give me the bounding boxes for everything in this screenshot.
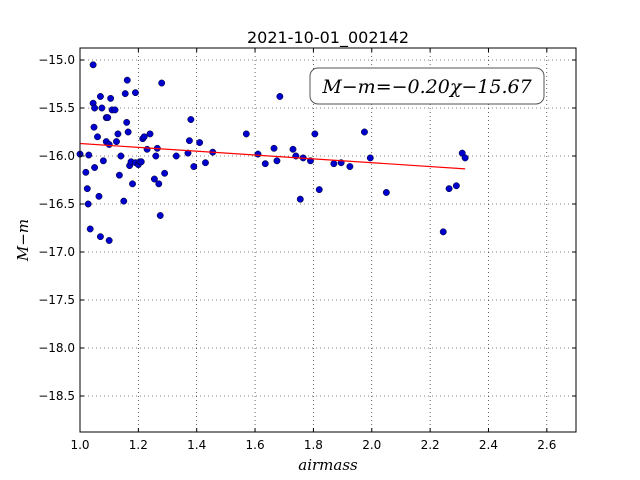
data-point: [90, 123, 98, 131]
data-point: [124, 128, 132, 136]
data-point: [452, 182, 460, 190]
data-point: [242, 130, 250, 138]
data-point: [190, 163, 198, 171]
y-tick-label: −18.0: [38, 341, 75, 355]
y-tick-label: −16.0: [38, 149, 75, 163]
x-tick-label: 2.2: [421, 438, 440, 452]
data-point: [184, 149, 192, 157]
data-point: [95, 192, 103, 200]
fit-equation: M−m=−0.20χ−15.67: [321, 76, 532, 98]
data-point: [91, 104, 99, 112]
grid: [79, 48, 576, 432]
data-point: [143, 145, 151, 153]
x-tick-label: 1.6: [246, 438, 265, 452]
x-tick-label: 1.8: [304, 438, 323, 452]
data-point: [273, 157, 281, 165]
data-point: [96, 93, 104, 100]
data-point: [86, 225, 94, 233]
data-point: [202, 159, 209, 167]
data-point: [445, 185, 453, 193]
data-point: [146, 130, 154, 138]
annotation-box: M−m=−0.20χ−15.67: [309, 67, 545, 105]
data-point: [117, 152, 125, 160]
y-tick-label: −16.5: [38, 197, 75, 211]
x-tick-label: 2.4: [479, 438, 498, 452]
plot-area: [80, 48, 576, 432]
x-tick-label: 2.0: [362, 438, 381, 452]
data-point: [113, 138, 120, 146]
data-point: [82, 168, 90, 176]
data-point: [261, 160, 269, 168]
y-tick-label: −17.5: [38, 293, 75, 307]
data-point: [107, 94, 115, 102]
data-point: [439, 228, 447, 236]
data-point: [121, 90, 129, 98]
data-point: [161, 169, 169, 177]
x-axis-label: airmass: [298, 456, 358, 474]
data-point: [382, 189, 390, 196]
data-point: [114, 130, 122, 138]
data-point: [315, 186, 323, 194]
data-point: [137, 158, 145, 166]
data-point: [91, 164, 99, 171]
data-point: [187, 116, 195, 123]
data-point: [129, 180, 136, 188]
data-point: [111, 106, 119, 114]
data-point: [120, 197, 128, 205]
data-point: [89, 61, 97, 69]
data-point: [276, 93, 284, 100]
data-point: [172, 152, 180, 160]
data-point: [361, 128, 368, 136]
data-point: [270, 144, 278, 152]
data-point: [105, 141, 113, 148]
x-tick-label: 1.2: [129, 438, 148, 452]
annotation-frame: [309, 67, 545, 105]
data-point: [196, 139, 204, 147]
data-point: [85, 151, 93, 159]
chart-title: 2021-10-01_002142: [247, 28, 409, 48]
data-point: [98, 104, 106, 112]
data-point: [155, 180, 163, 188]
data-point: [254, 150, 262, 158]
y-tick-label: −17.0: [38, 245, 75, 259]
data-point: [123, 118, 131, 126]
data-point: [156, 212, 164, 219]
data-point: [115, 171, 123, 179]
data-point: [96, 233, 104, 241]
x-tick-label: 1.4: [187, 438, 206, 452]
y-tick-label: −18.5: [38, 389, 75, 403]
data-point: [346, 163, 354, 171]
y-axis-label: M−m: [14, 219, 32, 262]
y-tick-label: −15.5: [38, 101, 75, 115]
data-point: [140, 133, 148, 141]
data-point: [185, 137, 193, 145]
data-point: [152, 152, 160, 160]
plot-frame: [79, 47, 577, 433]
data-point: [461, 154, 469, 162]
data-point: [289, 145, 297, 153]
data-point: [131, 89, 139, 97]
data-points: [76, 61, 469, 244]
x-tick-label: 1.0: [70, 438, 89, 452]
data-point: [83, 185, 91, 193]
data-point: [99, 157, 107, 165]
data-point: [150, 175, 158, 183]
data-point: [104, 114, 112, 122]
data-point: [84, 200, 92, 208]
data-point: [311, 130, 319, 138]
y-tick-label: −15.0: [38, 53, 75, 67]
data-point: [330, 160, 338, 168]
data-point: [158, 79, 166, 87]
data-point: [105, 237, 113, 244]
data-point: [366, 154, 374, 162]
axis-ticks: 1.0 1.2 1.4 1.6 1.8 2.0 2.2 2.4 2.6 −15.0 −15.5 −16…: [38, 48, 576, 452]
data-point: [123, 76, 131, 84]
fit-line: [79, 142, 466, 170]
x-tick-label: 2.6: [537, 438, 556, 452]
data-point: [94, 133, 101, 141]
fit-line-group: [79, 142, 466, 170]
data-point: [296, 195, 304, 203]
